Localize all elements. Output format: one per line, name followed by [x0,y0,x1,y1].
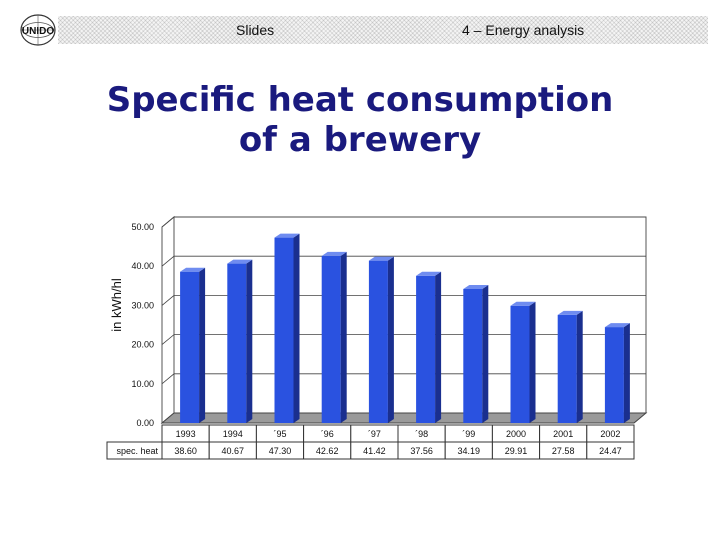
header-section-label: 4 – Energy analysis [462,22,585,38]
header-slides-label: Slides [236,22,275,38]
gridline [161,255,646,267]
data-label: 37.56 [410,446,433,456]
x-tick-label: 2001 [553,429,573,439]
data-label: 42.62 [316,446,339,456]
bar [463,288,483,423]
bar-side [387,256,394,423]
x-tick-label: ´96 [321,429,334,439]
gridline [161,216,646,228]
slide-title-line-1: Specific heat consumption [106,80,614,120]
bar [180,271,200,423]
gridline [161,373,646,385]
bar [274,237,294,423]
y-tick-label: 50.00 [131,222,154,232]
data-label: 41.42 [363,446,386,456]
x-tick-label: ´97 [368,429,381,439]
plot-side-wall [161,215,175,425]
svg-text:UNIDO: UNIDO [22,26,54,37]
bar [227,263,247,423]
bar-top [368,256,394,261]
x-tick-label: 2000 [506,429,526,439]
bar [510,305,530,423]
bar-side [293,233,300,423]
bar-side [246,259,253,423]
header-band [58,16,708,44]
gridline [161,334,646,345]
bar-side [529,301,536,423]
bar [557,314,577,423]
bar-top [227,259,253,264]
bar [368,260,388,423]
data-label: 27.58 [552,446,575,456]
bar-top [463,284,489,289]
data-label: 40.67 [222,446,245,456]
data-label: 24.47 [599,446,622,456]
bar-top [604,323,630,328]
bar-top [416,271,442,276]
bar-top [274,233,300,238]
y-tick-label: 0.00 [136,418,154,428]
data-label: 34.19 [458,446,481,456]
bar-top [510,301,536,306]
bar [416,275,436,423]
x-tick-label: 2002 [600,429,620,439]
y-axis-label: in kWh/hl [109,278,124,332]
bar [321,255,341,423]
data-label: 38.60 [174,446,197,456]
table-value-cell [586,441,635,460]
bar-top [180,267,206,272]
bar-side [435,271,442,423]
un-emblem-logo: UNIDO [20,14,56,46]
y-tick-label: 30.00 [131,300,154,310]
bar-side [199,267,206,423]
gridline [161,294,646,306]
y-tick-label: 40.00 [131,261,154,271]
x-tick-label: ´98 [415,429,428,439]
bar-side [576,310,583,423]
bar [604,327,624,423]
data-label: 47.30 [269,446,292,456]
bar-side [623,323,630,423]
bar-top [557,310,583,315]
bar-side [340,251,347,423]
x-tick-label: ´95 [273,429,286,439]
bar-top [321,251,347,256]
x-tick-label: 1994 [223,429,243,439]
x-tick-label: 1993 [176,429,196,439]
slide-title-line-2: of a brewery [238,120,482,160]
x-tick-label: ´99 [462,429,475,439]
y-tick-label: 20.00 [131,340,154,350]
data-label: 29.91 [505,446,528,456]
bar-side [482,284,489,423]
y-tick-label: 10.00 [131,379,154,389]
series-name-label: spec. heat [116,446,158,456]
slide-title: Specific heat consumption of a brewery [0,80,720,160]
